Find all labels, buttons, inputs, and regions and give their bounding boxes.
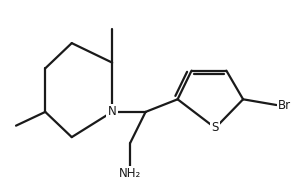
Text: N: N <box>108 105 117 118</box>
Text: Br: Br <box>278 99 291 112</box>
Text: NH₂: NH₂ <box>119 167 141 180</box>
Text: S: S <box>211 121 219 134</box>
